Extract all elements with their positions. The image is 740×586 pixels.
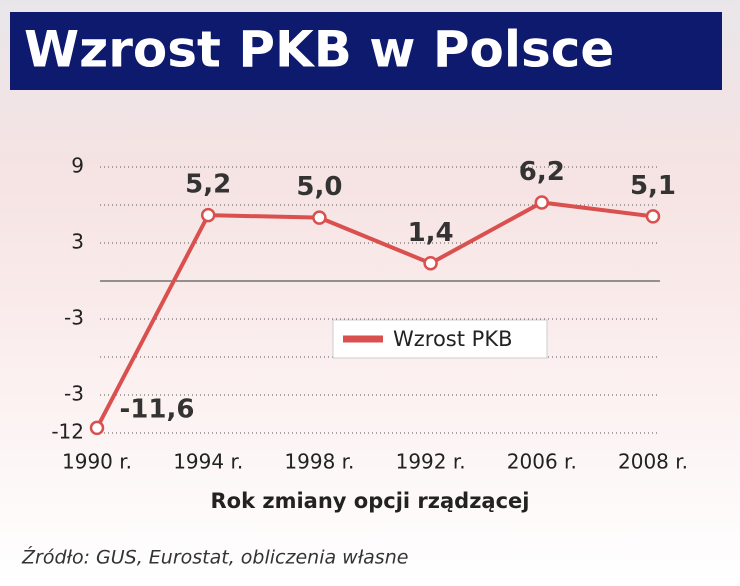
line <box>95 200 654 429</box>
point <box>534 195 550 210</box>
y-tick-label: -12 <box>51 420 84 444</box>
legend-label: Wzrost PKB <box>393 327 513 351</box>
point <box>200 207 216 223</box>
x-tick-label: 1992 r. <box>396 450 466 474</box>
data-label: 1,4 <box>408 218 454 248</box>
point <box>645 209 661 224</box>
data-label: 5,2 <box>185 170 231 200</box>
y-tick-label: -3 <box>64 382 84 406</box>
data-label: 6,2 <box>519 157 565 187</box>
x-tick-label: 1994 r. <box>173 450 243 474</box>
point <box>423 256 438 271</box>
data-label: -11,6 <box>120 394 195 424</box>
y-tick-label: 9 <box>71 154 84 178</box>
x-tick-label: 2008 r. <box>618 450 688 474</box>
x-axis-label: Rok zmiany opcji rządzącej <box>211 489 530 513</box>
x-tick-label: 1990 r. <box>62 450 132 474</box>
data-label: 5,0 <box>296 172 342 202</box>
x-tick-label: 2006 r. <box>507 450 577 474</box>
data-label: 5,1 <box>630 171 676 201</box>
point <box>312 210 327 225</box>
title-bar <box>10 12 722 90</box>
y-tick-label: 3 <box>71 230 84 254</box>
point <box>89 420 105 436</box>
y-tick-label: -3 <box>64 306 84 330</box>
legend-box <box>332 319 548 359</box>
source: Źródło: GUS, Eurostat, obliczenia własne <box>21 546 408 569</box>
x-tick-label: 1998 r. <box>284 450 354 474</box>
chart-title: Wzrost PKB w Polsce <box>24 21 614 79</box>
